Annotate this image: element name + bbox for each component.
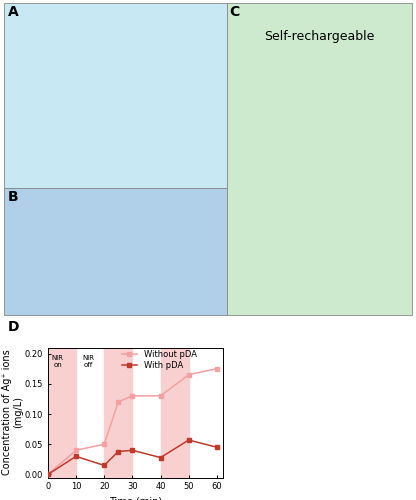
With pDA [102,462,106,468]
Text: D: D [7,320,19,334]
With pDA [158,454,163,460]
With pDA [45,472,50,478]
Without pDA [45,472,50,478]
Bar [161,348,189,478]
With pDA [74,454,79,460]
FancyBboxPatch shape [4,318,412,495]
FancyBboxPatch shape [4,2,227,188]
Bar [104,348,132,478]
Text: Self-rechargeable: Self-rechargeable [264,30,374,43]
Text: B: B [7,190,18,204]
Y-axis label: Concentration of Ag⁺ ions
(mg/L): Concentration of Ag⁺ ions (mg/L) [2,350,23,476]
Without pDA [116,399,121,405]
Without pDA [158,393,163,399]
FancyBboxPatch shape [227,2,412,315]
With pDA [116,448,121,454]
Line: With pDA: With pDA [45,438,219,477]
Text: NIR
on: NIR on [52,356,64,368]
Text: NIR
off: NIR off [83,356,95,368]
With pDA [130,448,135,454]
Line: Without pDA: Without pDA [45,366,219,477]
Without pDA [74,448,79,454]
Text: A: A [7,5,18,19]
Text: C: C [229,5,239,19]
X-axis label: Time (min): Time (min) [109,497,162,500]
With pDA [186,437,191,443]
FancyBboxPatch shape [4,188,227,315]
With pDA [214,444,219,450]
Without pDA [102,441,106,447]
Without pDA [214,366,219,372]
Without pDA [130,393,135,399]
Bar [48,348,76,478]
Without pDA [186,372,191,378]
Legend: Without pDA, With pDA: Without pDA, With pDA [122,350,197,370]
